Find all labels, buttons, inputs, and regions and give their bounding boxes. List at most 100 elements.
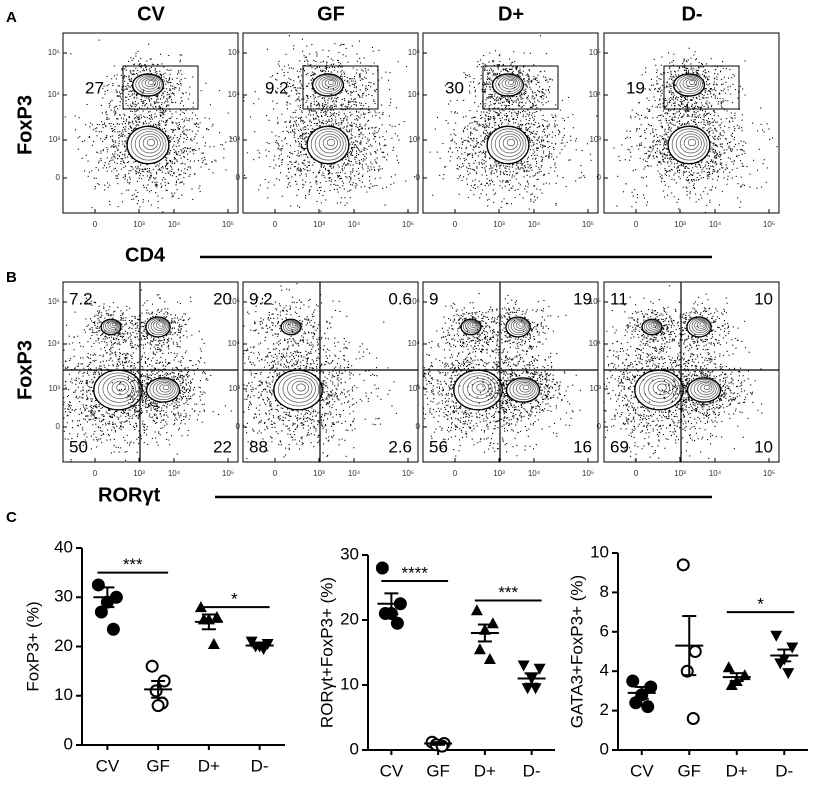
event-dot [359,163,361,165]
event-dot [513,175,515,177]
contour [138,76,160,92]
event-dot [128,132,130,134]
event-dot [337,164,339,166]
event-dot [543,173,545,175]
event-dot [159,73,161,75]
event-dot [180,83,182,85]
event-dot [136,93,138,95]
event-dot [391,125,393,127]
event-dot [102,97,104,99]
event-dot [160,169,162,171]
event-dot [178,87,180,89]
event-dot [306,45,308,47]
event-dot [225,169,227,171]
event-dot [519,75,521,77]
event-dot [470,134,472,136]
event-dot [516,66,518,68]
y-tick-label: 10⁴ [48,90,61,99]
event-dot [132,70,134,72]
event-dot [162,73,164,75]
event-dot [129,178,131,180]
event-dot [350,114,352,116]
event-dot [124,80,126,82]
event-dot [124,176,126,178]
event-dot [383,151,385,153]
event-dot [555,104,557,106]
event-dot [184,163,186,165]
event-dot [310,132,312,134]
event-dot [307,63,309,65]
event-dot [107,182,109,184]
event-dot [526,97,528,99]
event-dot [355,126,357,128]
event-dot [155,106,157,108]
event-dot [487,115,489,117]
event-dot [342,44,344,46]
event-dot [558,133,560,135]
event-dot [330,104,332,106]
event-dot [596,115,598,117]
event-dot [534,124,536,126]
event-dot [358,149,360,151]
event-dot [342,89,344,91]
event-dot [335,104,337,106]
event-dot [290,90,292,92]
event-dot [519,184,521,186]
event-dot [314,30,315,31]
event-dot [139,63,141,65]
event-dot [315,176,317,178]
event-dot [530,167,532,169]
y-tick-label: 10³ [48,135,60,144]
event-dot [359,162,361,164]
event-dot [302,147,304,149]
event-dot [281,148,283,150]
event-dot [454,141,456,143]
event-dot [169,110,171,112]
event-dot [135,55,137,57]
event-dot [181,181,183,183]
event-dot [522,70,524,72]
event-dot [515,67,517,69]
event-dot [320,210,322,212]
event-dot [451,140,453,142]
event-dot [322,122,324,124]
event-dot [307,161,309,163]
event-dot [378,112,380,114]
event-dot [146,60,148,62]
event-dot [183,141,185,143]
event-dot [321,174,323,176]
event-dot [158,125,160,127]
event-dot [501,105,503,107]
y-tick-label: 0 [236,173,241,182]
event-dot [523,93,525,95]
event-dot [342,54,344,56]
event-dot [491,179,493,181]
event-dot [350,171,352,173]
event-dot [129,95,131,97]
event-dot [129,125,131,127]
event-dot [364,136,366,138]
event-dot [297,105,299,107]
event-dot [384,139,386,141]
event-dot [175,122,177,124]
event-dot [340,43,342,45]
event-dot [276,140,278,142]
event-dot [478,125,480,127]
event-dot [550,78,552,80]
event-dot [314,110,316,112]
event-dot [136,70,138,72]
event-dot [161,120,163,122]
event-dot [223,148,225,150]
event-dot [444,166,446,168]
event-dot [481,159,483,161]
event-dot [370,183,372,185]
event-dot [505,115,507,117]
contour [326,138,336,147]
event-dot [144,105,146,107]
event-dot [373,138,375,140]
event-dot [368,109,370,111]
event-dot [342,127,344,129]
event-dot [524,131,526,133]
event-dot [340,63,342,65]
event-dot [506,116,508,118]
